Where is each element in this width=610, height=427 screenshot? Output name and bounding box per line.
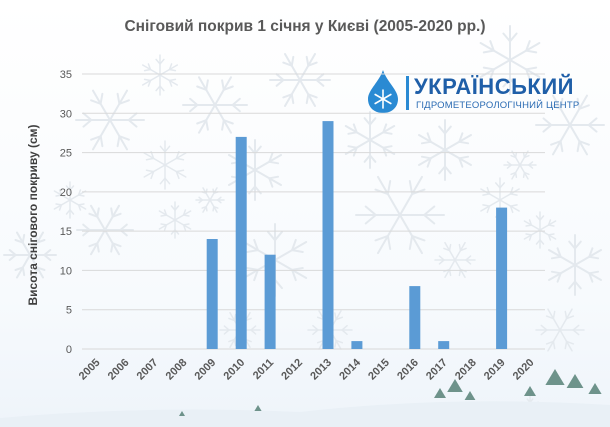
snowflake-icon	[143, 140, 187, 190]
snowflake-icon	[269, 53, 331, 107]
y-axis-ticks: 0 5 10 15 20 25 30 35	[60, 69, 72, 356]
x-tick-label: 2006	[106, 357, 132, 383]
snowflake-icon	[195, 187, 225, 213]
gridlines	[82, 73, 545, 350]
y-tick-label: 10	[60, 265, 72, 277]
y-tick-label: 0	[66, 344, 72, 356]
snowflake-icon	[434, 241, 476, 279]
snowflake-icon	[3, 231, 57, 279]
tree-icon	[447, 379, 463, 392]
y-tick-label: 5	[66, 305, 72, 317]
tree-icon	[566, 374, 584, 388]
y-tick-label: 25	[60, 148, 72, 160]
snowflake-icon	[76, 204, 134, 256]
bar-2017	[438, 341, 450, 349]
bar-2011	[264, 254, 276, 349]
x-tick-label: 2012	[279, 357, 305, 383]
x-tick-label: 2020	[511, 357, 537, 383]
tree-icon	[254, 405, 262, 411]
y-axis-label: Висота снігового покриву (см)	[26, 124, 40, 305]
x-tick-label: 2019	[482, 357, 508, 383]
y-tick-label: 30	[60, 108, 72, 120]
x-tick-label: 2018	[453, 357, 479, 383]
x-tick-label: 2017	[424, 357, 450, 383]
bars	[206, 121, 508, 349]
tree-icon	[588, 383, 602, 394]
y-tick-label: 20	[60, 187, 72, 199]
bar-2013	[322, 121, 334, 349]
tree-icon	[179, 411, 185, 416]
snowflake-icon	[355, 175, 445, 255]
snowflake-icon	[141, 54, 179, 96]
x-tick-label: 2011	[251, 357, 276, 382]
snowflake-icon	[75, 89, 145, 151]
x-tick-label: 2013	[308, 357, 334, 383]
water-drop-logo-icon	[365, 68, 401, 119]
snowflake-icon	[344, 111, 396, 169]
snowflake-icon	[503, 150, 537, 180]
y-tick-label: 35	[60, 69, 72, 81]
tree-icon	[524, 386, 536, 396]
x-tick-label: 2005	[77, 357, 103, 383]
snow-ground	[0, 401, 610, 427]
snowflake-icon	[535, 308, 585, 352]
x-tick-label: 2007	[135, 357, 161, 383]
tree-icon	[434, 388, 446, 398]
tree-icon	[545, 369, 565, 385]
x-axis-ticks: 2005 2006 2007 2008 2009 2010 2011 2012 2013 2014…	[77, 356, 537, 382]
bar-2016	[409, 286, 421, 349]
bar-2019	[496, 207, 508, 349]
x-tick-label: 2015	[366, 357, 392, 383]
snowflake-icon	[182, 76, 248, 134]
y-tick-label: 15	[60, 226, 72, 238]
chart-title: Сніговий покрив 1 січня у Києві (2005-20…	[124, 18, 485, 35]
snowflake-icon	[548, 234, 602, 296]
x-tick-label: 2014	[337, 356, 363, 382]
snowflake-icon	[479, 25, 541, 95]
snowflake-icon	[535, 94, 605, 156]
x-tick-label: 2008	[164, 357, 190, 383]
bar-2009	[206, 239, 218, 349]
logo-name: УКРАЇНСЬКИЙ	[414, 74, 574, 99]
snowflake-icon	[53, 181, 87, 219]
snowflake-icon	[158, 201, 192, 239]
bar-2014	[351, 341, 363, 349]
logo-divider	[406, 76, 409, 110]
x-tick-label: 2016	[395, 357, 421, 383]
tree-icon	[464, 391, 476, 400]
x-tick-label: 2010	[222, 357, 248, 383]
bar-2010	[235, 136, 247, 349]
logo-subtitle: ГІДРОМЕТЕОРОЛОГІЧНИЙ ЦЕНТР	[416, 100, 580, 111]
x-tick-label: 2009	[193, 357, 219, 383]
